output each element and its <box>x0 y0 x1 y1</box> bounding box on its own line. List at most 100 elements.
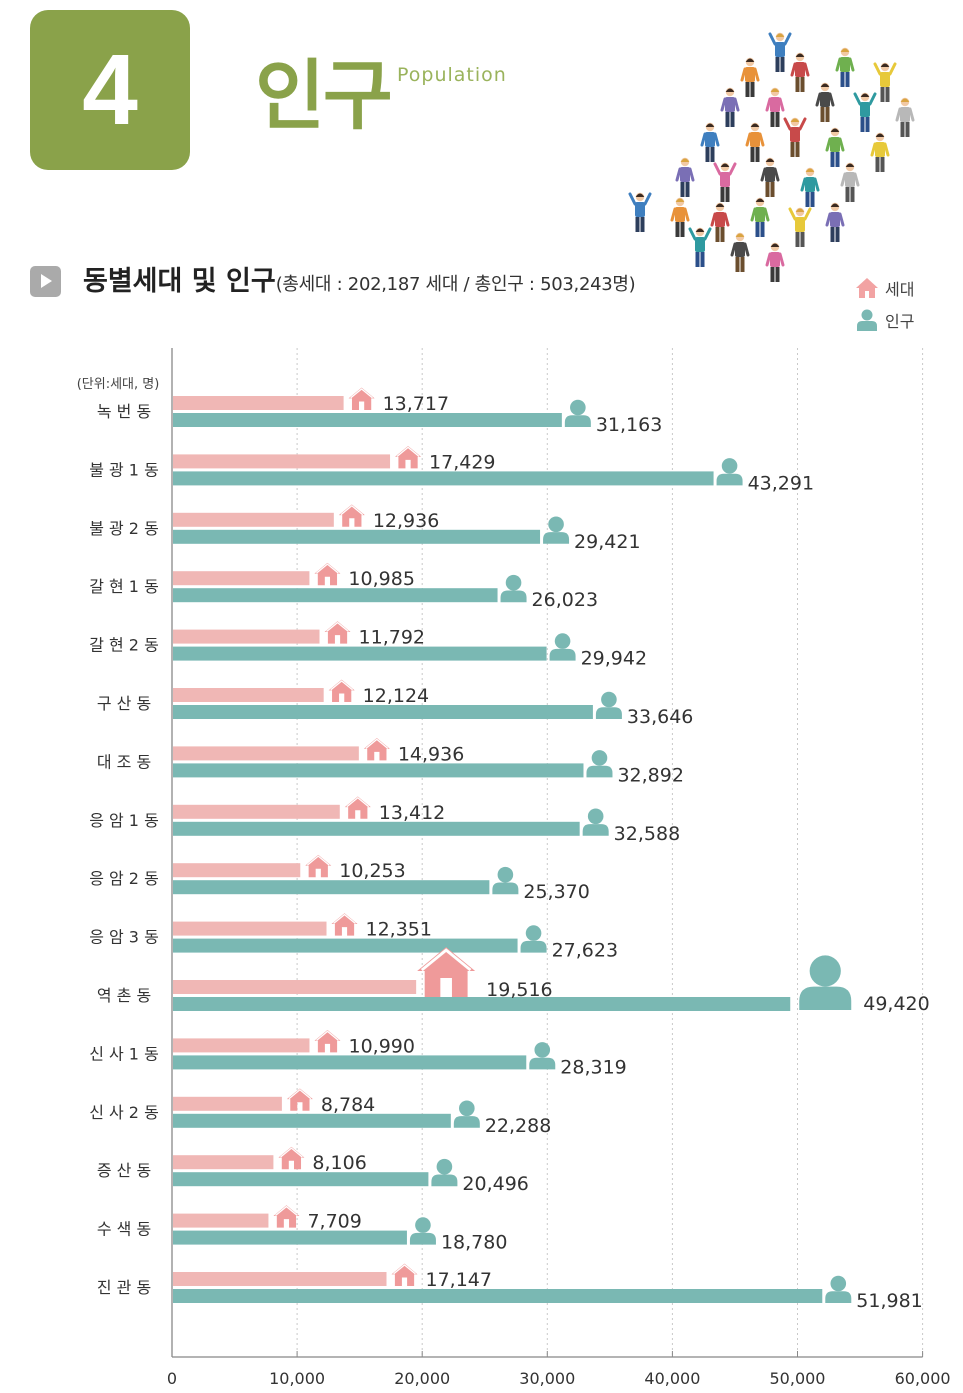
person-figure <box>760 157 780 197</box>
legend-households-label: 세대 <box>885 280 915 299</box>
person-figure <box>895 97 915 137</box>
person-icon <box>520 940 547 953</box>
household-bar <box>173 454 391 469</box>
x-tick-label: 30,000 <box>519 1369 575 1388</box>
person-icon <box>586 765 613 778</box>
play-triangle-icon <box>30 266 61 297</box>
person-figure <box>870 132 890 172</box>
person-figure <box>783 117 807 157</box>
person-figure <box>800 167 820 207</box>
population-bar <box>173 821 580 836</box>
household-value-label: 12,124 <box>363 685 429 707</box>
person-figure <box>720 87 740 127</box>
house-icon <box>348 387 375 410</box>
house-icon-roofline <box>346 796 370 808</box>
category-label: 역 촌 동 <box>97 986 151 1005</box>
person-icon <box>595 707 622 719</box>
population-bar <box>173 1230 407 1245</box>
person-icon-head <box>534 1042 551 1058</box>
x-tick-label: 60,000 <box>895 1369 951 1388</box>
person-icon-head <box>497 866 514 883</box>
house-icon-roofline <box>340 504 364 516</box>
population-bar <box>173 1289 823 1303</box>
person-icon <box>492 882 519 895</box>
household-bar <box>173 1038 310 1053</box>
person-figure <box>835 47 855 87</box>
house-icon <box>314 562 341 586</box>
population-value-label: 32,892 <box>617 764 683 786</box>
section-title: 동별세대 및 인구(총세대 : 202,187 세대 / 총인구 : 503,2… <box>83 268 636 295</box>
house-icon-roofline <box>288 1088 312 1100</box>
household-value-label: 13,717 <box>383 393 449 415</box>
house-icon-roofline <box>333 913 356 925</box>
category-label: 녹 번 동 <box>97 402 151 421</box>
person-figure <box>825 127 845 167</box>
population-value-label: 22,288 <box>485 1115 551 1137</box>
person-icon-head <box>459 1100 475 1117</box>
population-value-label: 26,023 <box>532 589 598 611</box>
household-bar <box>173 863 301 878</box>
population-bar <box>173 997 791 1011</box>
population-value-label: 29,942 <box>581 648 647 670</box>
population-value-label: 20,496 <box>462 1173 528 1195</box>
person-figure <box>710 202 730 242</box>
house-icon <box>286 1088 313 1111</box>
household-bar <box>173 512 334 527</box>
house-icon <box>856 278 878 298</box>
house-icon <box>324 621 351 644</box>
house-icon-roofline <box>306 855 330 866</box>
category-label: 응 암 2 동 <box>89 869 159 888</box>
person-icon-head <box>587 808 604 825</box>
person-icon <box>549 648 576 661</box>
house-icon-roofline <box>365 738 389 749</box>
population-value-label: 29,421 <box>574 531 640 553</box>
person-icon <box>500 590 527 603</box>
population-value-label: 31,163 <box>596 414 662 436</box>
category-label: 응 암 1 동 <box>89 811 159 830</box>
house-icon <box>344 796 371 819</box>
chapter-badge: 4 <box>30 10 190 170</box>
population-bar <box>173 413 562 427</box>
household-bar <box>173 1213 269 1228</box>
person-icon <box>409 1232 436 1245</box>
person-figure <box>745 122 765 162</box>
population-bar <box>173 1113 451 1128</box>
person-icon-head <box>525 925 542 941</box>
house-icon <box>417 947 476 997</box>
household-bar <box>173 1096 282 1111</box>
population-bar <box>173 1172 429 1187</box>
population-bar <box>173 938 518 953</box>
person-icon <box>529 1057 556 1070</box>
house-icon-roofline <box>393 1264 416 1275</box>
house-icon-roofline <box>420 948 472 972</box>
household-bar <box>173 629 320 644</box>
person-icon <box>857 309 877 331</box>
house-icon <box>338 504 365 527</box>
population-bar <box>173 646 547 661</box>
unit-label: (단위:세대, 명) <box>77 377 160 392</box>
population-value-label: 18,780 <box>441 1232 507 1254</box>
person-figure <box>768 32 792 72</box>
person-figure <box>765 242 785 282</box>
x-tick-label: 20,000 <box>394 1369 450 1388</box>
house-icon-roofline <box>316 563 339 574</box>
household-value-label: 8,784 <box>321 1094 375 1116</box>
household-bar <box>173 688 324 702</box>
person-icon <box>582 824 609 836</box>
person-figure <box>790 52 810 92</box>
house-icon-roofline <box>275 1205 298 1217</box>
person-icon-head <box>570 399 586 416</box>
category-label: 수 색 동 <box>97 1220 151 1239</box>
person-icon <box>799 986 852 1010</box>
person-figure <box>670 197 690 237</box>
house-icon <box>395 446 422 469</box>
category-label: 진 관 동 <box>97 1278 151 1297</box>
household-value-label: 8,106 <box>312 1152 366 1174</box>
house-icon <box>278 1146 305 1170</box>
person-figure <box>815 82 835 122</box>
person-icon-head <box>830 1275 847 1292</box>
x-tick-label: 10,000 <box>269 1369 325 1388</box>
person-figure <box>628 192 652 232</box>
category-label: 응 암 3 동 <box>89 928 159 947</box>
